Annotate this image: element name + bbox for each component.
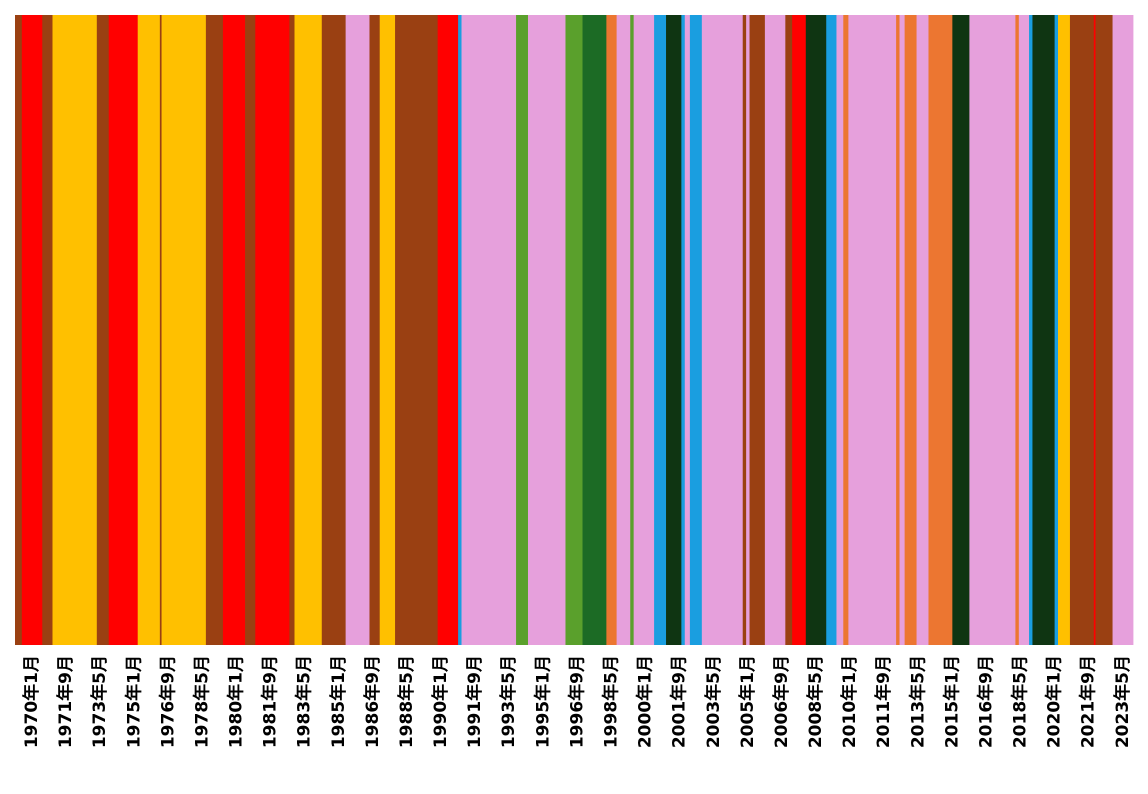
stripe (689, 15, 703, 645)
x-tick-label: 1993年5月 (498, 655, 519, 748)
x-tick-label: 2001年9月 (669, 655, 690, 748)
stripe (1095, 15, 1113, 645)
stripe (527, 15, 566, 645)
x-tick-label: 1980年1月 (226, 655, 247, 748)
stripe (749, 15, 766, 645)
stripe (684, 15, 691, 645)
stripe (1093, 15, 1096, 645)
x-tick-label: 2013年5月 (907, 655, 928, 748)
x-tick-label: 1986年9月 (362, 655, 383, 748)
stripe (826, 15, 837, 645)
x-tick-label: 2005年1月 (737, 655, 758, 748)
stripe (42, 15, 53, 645)
x-tick-label: 2021年9月 (1078, 655, 1099, 748)
x-tick-label: 2011年9月 (873, 655, 894, 748)
stripe (21, 15, 43, 645)
x-tick-label: 1990年1月 (430, 655, 451, 748)
x-tick-label: 1985年1月 (328, 655, 349, 748)
x-tick-label: 1995年1月 (532, 655, 553, 748)
stripe (606, 15, 618, 645)
stripe (1054, 15, 1059, 645)
x-tick-label: 1976年9月 (157, 655, 178, 748)
stripe (96, 15, 110, 645)
stripe (1029, 15, 1033, 645)
stripe (630, 15, 635, 645)
stripe (1018, 15, 1030, 645)
stripe (161, 15, 207, 645)
stripe (1032, 15, 1056, 645)
stripe (681, 15, 686, 645)
x-tick-label: 1996年9月 (566, 655, 587, 748)
stripe (222, 15, 246, 645)
stripe (764, 15, 786, 645)
stripe (437, 15, 459, 645)
x-tick-label: 1991年9月 (464, 655, 485, 748)
x-tick-label: 2020年1月 (1044, 655, 1065, 748)
stripe (1112, 15, 1134, 645)
stripe (108, 15, 139, 645)
stripe (666, 15, 682, 645)
stripe (742, 15, 747, 645)
stripe (633, 15, 655, 645)
stripe (458, 15, 462, 645)
stripe (904, 15, 917, 645)
x-tick-label: 1981年9月 (260, 655, 281, 748)
stripe (701, 15, 744, 645)
stripe (137, 15, 161, 645)
x-tick-label: 1971年9月 (55, 655, 76, 748)
stripe (836, 15, 844, 645)
x-tick-label: 2000年1月 (635, 655, 656, 748)
x-tick-label: 2008年5月 (805, 655, 826, 748)
stripe (379, 15, 396, 645)
stripe (565, 15, 583, 645)
x-tick-label: 1988年5月 (396, 655, 417, 748)
x-tick-label: 2023年5月 (1112, 655, 1133, 748)
stripe (52, 15, 98, 645)
stripe (395, 15, 439, 645)
stripe (1015, 15, 1020, 645)
stripe (294, 15, 323, 645)
stripe (616, 15, 631, 645)
x-tick-label: 2003年5月 (703, 655, 724, 748)
x-tick-label: 2006年9月 (771, 655, 792, 748)
stripe (746, 15, 750, 645)
stripe (289, 15, 295, 645)
stripe (461, 15, 517, 645)
stripe (896, 15, 900, 645)
x-tick-label: 1998年5月 (600, 655, 621, 748)
stripe (785, 15, 793, 645)
stripe (245, 15, 256, 645)
stripe (969, 15, 1016, 645)
stripe (848, 15, 897, 645)
stripe (369, 15, 381, 645)
x-tick-label: 1975年1月 (123, 655, 144, 748)
stripe (516, 15, 529, 645)
stripe (1069, 15, 1095, 645)
stripe (792, 15, 807, 645)
stripe (255, 15, 290, 645)
stripe (899, 15, 906, 645)
x-tick-label: 2016年9月 (975, 655, 996, 748)
stripe (952, 15, 970, 645)
stripe (205, 15, 224, 645)
stripe (1058, 15, 1071, 645)
stripe (582, 15, 607, 645)
stripe (321, 15, 347, 645)
x-tick-label: 2010年1月 (839, 655, 860, 748)
x-tick-label: 1978年5月 (191, 655, 212, 748)
stripe (805, 15, 827, 645)
stripe (345, 15, 370, 645)
x-tick-label: 1970年1月 (21, 655, 42, 748)
stripe (928, 15, 953, 645)
x-tick-label: 1973年5月 (89, 655, 110, 748)
stripe (654, 15, 667, 645)
stripe (15, 15, 23, 645)
stripe (916, 15, 929, 645)
x-tick-label: 2015年1月 (941, 655, 962, 748)
x-tick-label: 2018年5月 (1010, 655, 1031, 748)
stripe (159, 15, 162, 645)
stripe (843, 15, 849, 645)
x-tick-label: 1983年5月 (294, 655, 315, 748)
